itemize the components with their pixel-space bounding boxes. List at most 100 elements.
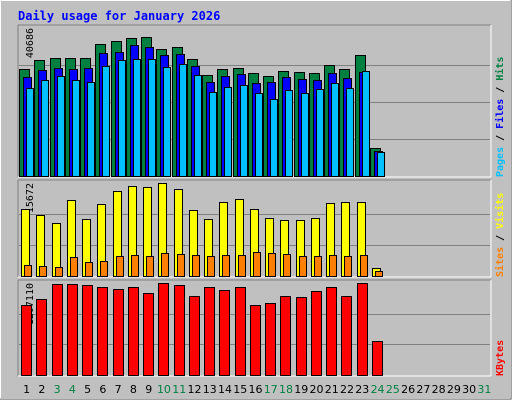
bar-sites (177, 254, 185, 277)
bar-kbytes (280, 296, 291, 376)
bar-kbytes (113, 289, 124, 376)
bar-sites (344, 256, 352, 277)
bar-kbytes (158, 283, 169, 376)
bar-pages (301, 93, 309, 177)
x-tick-label: 29 (447, 383, 461, 396)
bar-sites (314, 256, 322, 277)
bar-sites (192, 255, 200, 277)
x-tick-label: 16 (249, 383, 263, 396)
bar-sites (375, 271, 383, 277)
bar-pages (57, 76, 65, 177)
panel-kbytes: 1207110 KBytes (17, 279, 506, 377)
bar-pages (118, 60, 126, 177)
bar-pages (72, 80, 80, 177)
bar-kbytes (311, 291, 322, 376)
x-tick-label: 24 (371, 383, 385, 396)
bar-kbytes (357, 283, 368, 376)
bar-sites (207, 256, 215, 277)
x-tick-label: 22 (340, 383, 354, 396)
x-tick-label: 18 (279, 383, 293, 396)
panel-hits-files-pages: 40686 Pages / Files / Hits (17, 24, 506, 178)
bar-sites (238, 255, 246, 277)
bar-sites (253, 252, 261, 277)
bar-kbytes (97, 287, 108, 376)
bar-kbytes (235, 287, 246, 376)
y-max-tick-label: 1207110 (25, 283, 36, 325)
bar-sites (24, 265, 32, 277)
bar-pages (255, 93, 263, 177)
x-tick-label: 21 (325, 383, 339, 396)
bar-sites (85, 262, 93, 277)
bar-kbytes (265, 303, 276, 376)
series-pages (26, 59, 385, 177)
x-tick-label: 9 (145, 383, 152, 396)
x-tick-label: 20 (310, 383, 324, 396)
legend-entry: / (495, 229, 506, 247)
bar-kbytes (189, 296, 200, 376)
x-tick-label: 2 (38, 383, 45, 396)
x-tick-label: 17 (264, 383, 278, 396)
legend-entry: KBytes (495, 340, 506, 376)
panel-legend: KBytes (495, 340, 506, 376)
bar-kbytes (219, 290, 230, 376)
bar-pages (41, 80, 49, 177)
bar-pages (26, 88, 34, 177)
bar-sites (329, 255, 337, 277)
x-axis-day-labels: 1 2 3 4 5 6 7 8 9 10 11 12 13 14 15 16 17 18 19 20 21 22 23 24 2… (23, 383, 491, 396)
legend-entry: / (495, 81, 506, 99)
bar-sites (161, 253, 169, 277)
x-tick-label: 25 (386, 383, 400, 396)
bar-sites (222, 255, 230, 277)
legend-entry: Hits (494, 57, 506, 81)
bar-sites (100, 261, 108, 277)
panel-legend: Sites / Visits (494, 193, 506, 277)
x-tick-label: 28 (432, 383, 446, 396)
bar-kbytes (143, 293, 154, 376)
x-tick-label: 4 (69, 383, 76, 396)
bar-pages (346, 88, 354, 177)
bar-pages (133, 59, 141, 177)
bar-kbytes (341, 296, 352, 376)
bar-pages (224, 87, 232, 177)
series-sites (24, 252, 383, 277)
bar-pages (316, 89, 324, 177)
bar-pages (179, 64, 187, 177)
bar-sites (268, 253, 276, 277)
bar-pages (377, 152, 385, 177)
x-tick-label: 8 (130, 383, 137, 396)
bar-sites (131, 255, 139, 277)
x-tick-label: 14 (218, 383, 232, 396)
y-max-tick-label: 40686 (25, 28, 36, 58)
y-max-tick-label: 15672 (25, 183, 36, 213)
bar-pages (240, 85, 248, 177)
bar-pages (285, 90, 293, 177)
legend-entry: Pages (495, 147, 506, 177)
bar-pages (102, 66, 110, 177)
bar-pages (362, 71, 370, 177)
bar-kbytes (36, 299, 47, 376)
x-tick-label: 7 (115, 383, 122, 396)
bar-sites (39, 266, 47, 277)
bar-kbytes (52, 284, 63, 376)
bar-kbytes (67, 284, 78, 376)
x-tick-label: 30 (462, 383, 476, 396)
x-tick-label: 23 (355, 383, 369, 396)
series-kbytes (21, 283, 383, 376)
bar-pages (270, 99, 278, 177)
bar-sites (283, 254, 291, 277)
bar-kbytes (326, 287, 337, 376)
bar-pages (163, 67, 171, 177)
bar-kbytes (372, 341, 383, 376)
bar-sites (146, 256, 154, 277)
bar-kbytes (250, 305, 261, 376)
legend-entry: Files (494, 99, 506, 129)
legend-entry: Visits (494, 193, 506, 229)
x-tick-label: 10 (157, 383, 171, 396)
bar-kbytes (82, 285, 93, 376)
panel-visits-sites: 15672 Sites / Visits (17, 179, 506, 278)
x-tick-label: 19 (294, 383, 308, 396)
x-tick-label: 31 (477, 383, 491, 396)
chart-panels: 40686 Pages / Files / Hits 15672 Sites / Vi… (17, 24, 506, 377)
